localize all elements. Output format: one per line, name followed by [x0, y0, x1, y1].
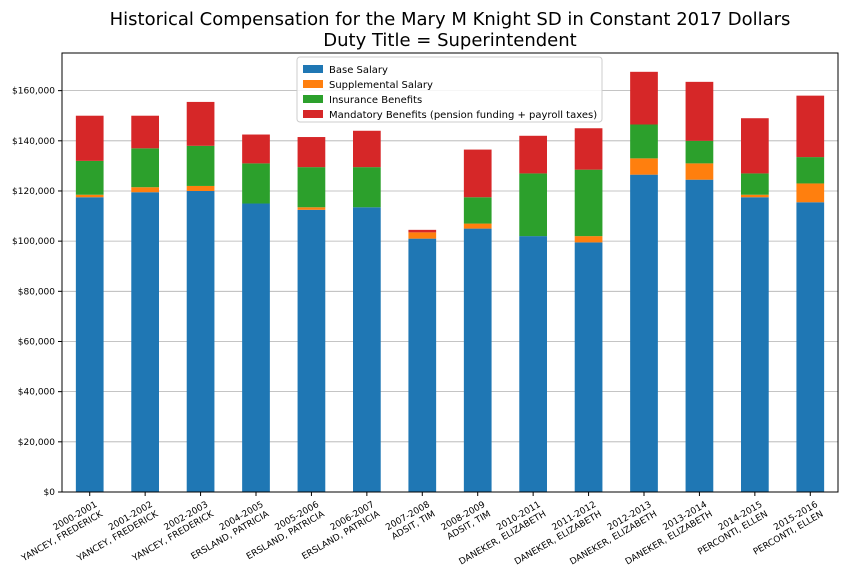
bar-segment: [353, 130, 381, 168]
legend: Base Salary Supplemental Salary Insurance …: [296, 56, 603, 123]
bar-segment: [131, 115, 159, 149]
bar-segment: [242, 203, 270, 492]
bar-segment: [741, 173, 769, 195]
bar-segment: [186, 101, 215, 146]
bar-segment: [408, 238, 437, 492]
bar-segment: [574, 169, 603, 237]
plot-frame: [61, 52, 839, 493]
bar-segment: [463, 223, 492, 229]
bar-segment: [519, 236, 547, 492]
bar-segment: [353, 167, 381, 208]
bar-segment: [630, 71, 658, 125]
chart-title: Historical Compensation for the Mary M K…: [110, 9, 791, 30]
bar-segment: [685, 179, 714, 492]
bar-segment: [796, 157, 825, 184]
bar-segment: [519, 135, 547, 174]
bar-segment: [463, 228, 492, 492]
bar-segment: [75, 115, 104, 161]
y-tick-label: $120,000: [12, 187, 55, 197]
bar-segment: [186, 145, 215, 186]
bars: [75, 71, 825, 493]
bar-segment: [796, 202, 825, 492]
legend-swatch: [303, 65, 323, 73]
bar-segment: [297, 207, 326, 210]
grid-lines: [62, 90, 838, 493]
bar-segment: [131, 148, 159, 188]
y-axis: $0 $20,000 $40,000 $60,000 $80,000 $100,000 $1…: [12, 87, 62, 498]
bar-segment: [75, 197, 104, 492]
bar-segment: [685, 163, 714, 180]
legend-frame: [296, 56, 603, 123]
y-tick-label: $100,000: [12, 237, 55, 247]
bar-segment: [75, 194, 104, 198]
bar-segment: [630, 158, 658, 175]
bar-segment: [131, 192, 159, 492]
bar-segment: [574, 236, 603, 243]
chart-subtitle: Duty Title = Superintendent: [323, 30, 576, 51]
bar-segment: [574, 242, 603, 492]
bar-segment: [297, 209, 326, 493]
bar-segment: [297, 137, 326, 168]
legend-swatch: [303, 110, 323, 118]
bar-segment: [242, 163, 270, 204]
legend-swatch: [303, 95, 323, 103]
bar-segment: [685, 81, 714, 141]
bar-segment: [630, 124, 658, 159]
legend-label: Mandatory Benefits (pension funding + pa…: [329, 110, 597, 121]
bar-segment: [741, 194, 769, 198]
y-tick-label: $160,000: [12, 87, 55, 97]
bar-segment: [353, 207, 381, 492]
bar-segment: [463, 197, 492, 224]
bar-segment: [685, 140, 714, 164]
bar-segment: [186, 190, 215, 492]
bar-segment: [630, 174, 658, 492]
bar-segment: [186, 185, 215, 191]
y-tick-label: $140,000: [12, 137, 55, 147]
legend-label: Supplemental Salary: [329, 80, 433, 91]
bar-segment: [242, 134, 270, 164]
y-tick-label: $0: [44, 488, 56, 498]
bar-segment: [519, 173, 547, 237]
y-tick-label: $40,000: [18, 388, 55, 398]
legend-swatch: [303, 80, 323, 88]
bar-segment: [796, 95, 825, 158]
legend-label: Base Salary: [329, 65, 388, 76]
bar-segment: [297, 167, 326, 208]
bar-segment: [796, 183, 825, 203]
y-tick-label: $20,000: [18, 438, 55, 448]
bar-segment: [574, 128, 603, 170]
bar-segment: [131, 187, 159, 193]
bar-segment: [408, 229, 437, 233]
bar-segment: [408, 232, 437, 239]
bar-segment: [741, 118, 769, 174]
y-tick-label: $80,000: [18, 287, 55, 297]
y-tick-label: $60,000: [18, 337, 55, 347]
legend-label: Insurance Benefits: [329, 95, 422, 106]
bar-segment: [75, 160, 104, 195]
bar-segment: [463, 149, 492, 198]
bar-segment: [741, 197, 769, 492]
